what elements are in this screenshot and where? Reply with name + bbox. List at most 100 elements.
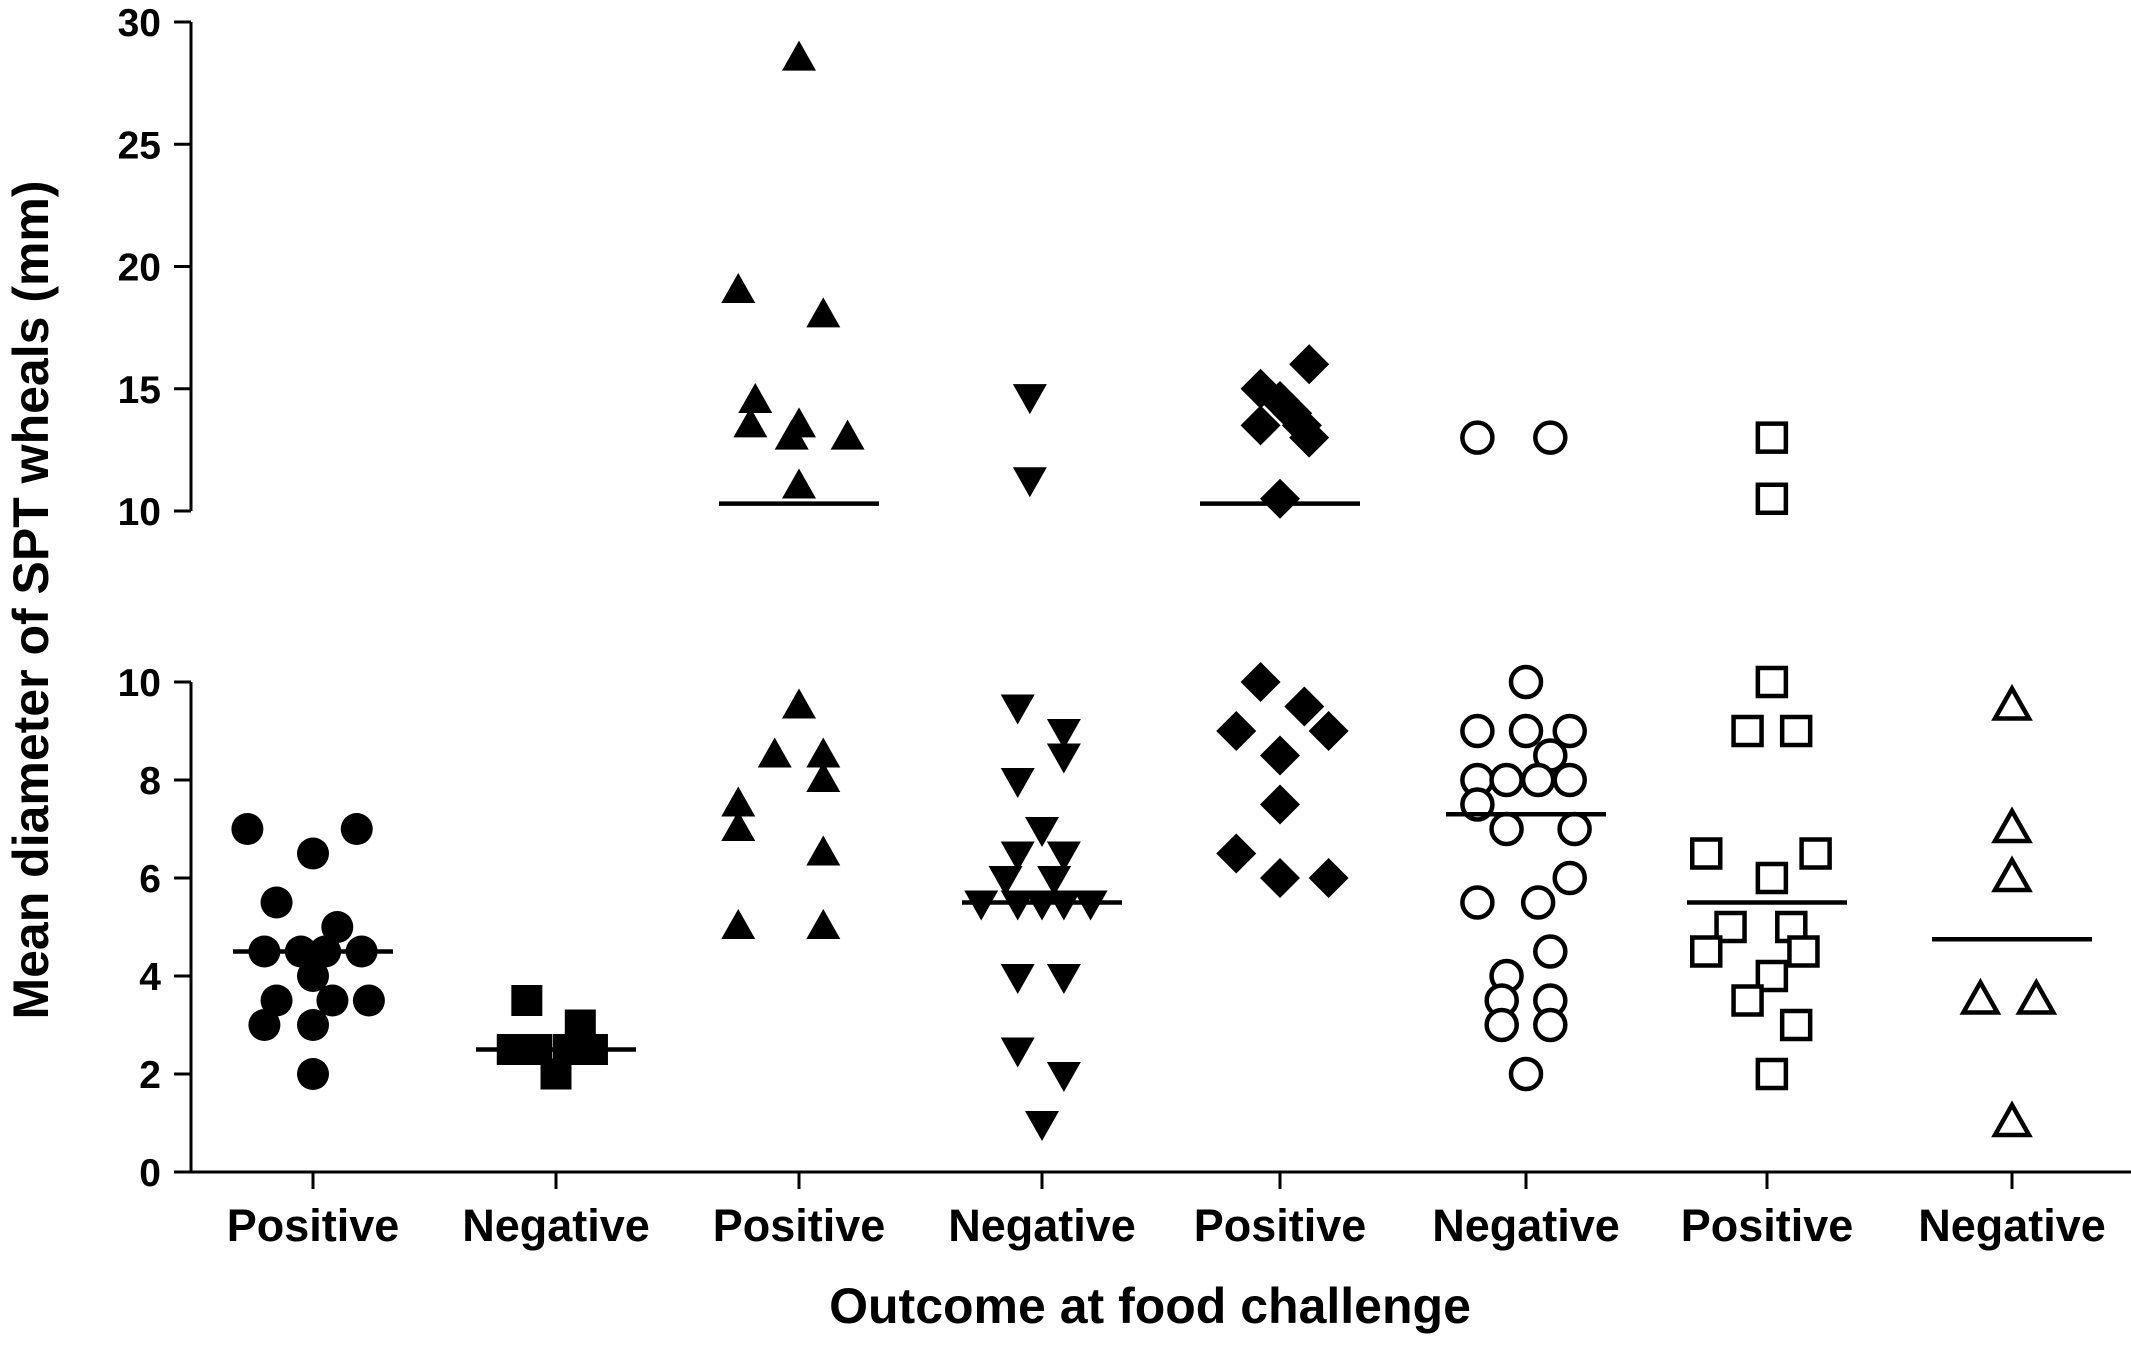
data-point-triangle-up [1991,1100,2033,1138]
data-point-triangle-up [806,835,841,866]
data-point-triangle-up [757,737,792,768]
data-point-triangle-down [964,890,999,921]
data-point-triangle-down [1000,1037,1035,1068]
data-point-square [511,985,543,1016]
data-point-triangle-down [1000,694,1035,725]
data-point-circle [1533,1007,1568,1043]
data-point-circle [1460,713,1495,749]
data-point-circle [1557,811,1592,847]
data-point-circle [297,837,329,870]
data-point-triangle-up [806,762,841,792]
data-point-triangle-up [806,737,841,768]
data-point-triangle-down [1046,841,1081,872]
data-point-triangle-up [806,909,841,939]
data-point-diamond [1240,662,1281,702]
axes [189,22,2131,1174]
data-point-triangle-down [1000,964,1035,994]
data-point-diamond [1260,784,1300,825]
data-point-triangle-up [782,40,816,71]
data-point-circle [1489,811,1524,847]
data-point-triangle-up [830,419,865,450]
data-point-triangle-down [1012,467,1047,498]
data-point-triangle-down [1025,817,1059,847]
data-point-circle [1508,1056,1544,1092]
y-tick-label: 15 [118,369,161,412]
data-point-square [1690,837,1723,870]
data-point-circle [1508,713,1544,749]
data-point-circle [297,1009,329,1041]
data-point-triangle-up [721,786,756,817]
x-tick-label: Negative [948,1200,1136,1251]
data-point-circle [297,1058,329,1090]
data-point-circle [260,886,293,919]
data-point-square [540,1058,572,1090]
data-point-triangle-up [2015,977,2058,1015]
data-point-triangle-down [1037,866,1072,896]
data-point-triangle-up [738,382,773,413]
data-point-circle [1533,420,1568,455]
data-point-triangle-up [1991,806,2033,844]
data-point-triangle-up [774,419,809,450]
y-tick-label: 2 [139,1054,161,1097]
data-point-circle [1520,762,1556,798]
data-point-diamond [1260,858,1300,898]
data-points [231,40,2058,1141]
data-point-circle [1552,860,1587,896]
data-point-circle [260,984,293,1017]
data-point-triangle-up [1991,855,2033,893]
data-point-triangle-up [1991,683,2033,721]
data-point-circle [1533,934,1568,969]
data-point-triangle-up [721,811,756,841]
data-point-circle [1484,1007,1519,1043]
data-point-diamond [1284,686,1325,727]
data-point-diamond [1308,711,1349,751]
data-point-triangle-down [1073,890,1108,921]
y-tick-label: 10 [118,491,161,534]
y-ticks: 0 2 4 6 8 10 10 15 20 25 30 [118,2,191,1195]
data-point-triangle-up [806,297,841,328]
data-point-diamond [1216,833,1257,874]
data-point-diamond [1240,405,1281,446]
y-tick-label: 10 [118,662,161,705]
data-point-triangle-up [782,468,816,499]
data-point-triangle-down [988,866,1023,896]
data-point-triangle-down [1000,890,1035,921]
median-lines [233,501,2092,1052]
data-point-square [1755,421,1789,454]
y-tick-label: 25 [118,124,161,167]
x-tick-label: Positive [1194,1200,1367,1251]
data-point-triangle-down [1046,890,1081,921]
data-point-square [1755,861,1789,895]
y-tick-label: 30 [118,2,161,45]
data-point-triangle-down [1025,1111,1059,1141]
data-point-square [1779,1008,1813,1042]
data-point-circle [1489,762,1524,798]
data-point-circle [1552,713,1587,749]
data-point-circle [1552,762,1587,798]
x-tick-label: Positive [713,1200,886,1251]
data-point-diamond [1216,711,1257,751]
data-point-circle [248,1009,281,1041]
y-tick-label: 4 [139,956,161,999]
data-point-circle [316,984,349,1017]
data-point-triangle-down [1046,964,1081,994]
y-tick-label: 8 [139,760,161,803]
data-point-triangle-down [1000,841,1035,872]
data-point-triangle-down [1046,743,1081,774]
data-point-square [1690,935,1723,968]
data-point-square [1731,714,1764,748]
y-tick-label: 0 [139,1152,161,1195]
x-tick-label: Negative [1432,1200,1620,1251]
x-tick-label: Positive [1681,1200,1854,1251]
data-point-circle [1508,664,1544,700]
data-point-diamond [1289,344,1330,385]
data-point-circle [1460,787,1495,822]
data-point-triangle-down [1000,768,1035,798]
x-tick-label: Positive [227,1200,400,1251]
x-tick-label: Negative [462,1200,650,1251]
y-axis-title: Mean diameter of SPT wheals (mm) [3,180,59,1019]
y-tick-label: 20 [118,247,161,290]
data-point-circle [340,813,373,845]
